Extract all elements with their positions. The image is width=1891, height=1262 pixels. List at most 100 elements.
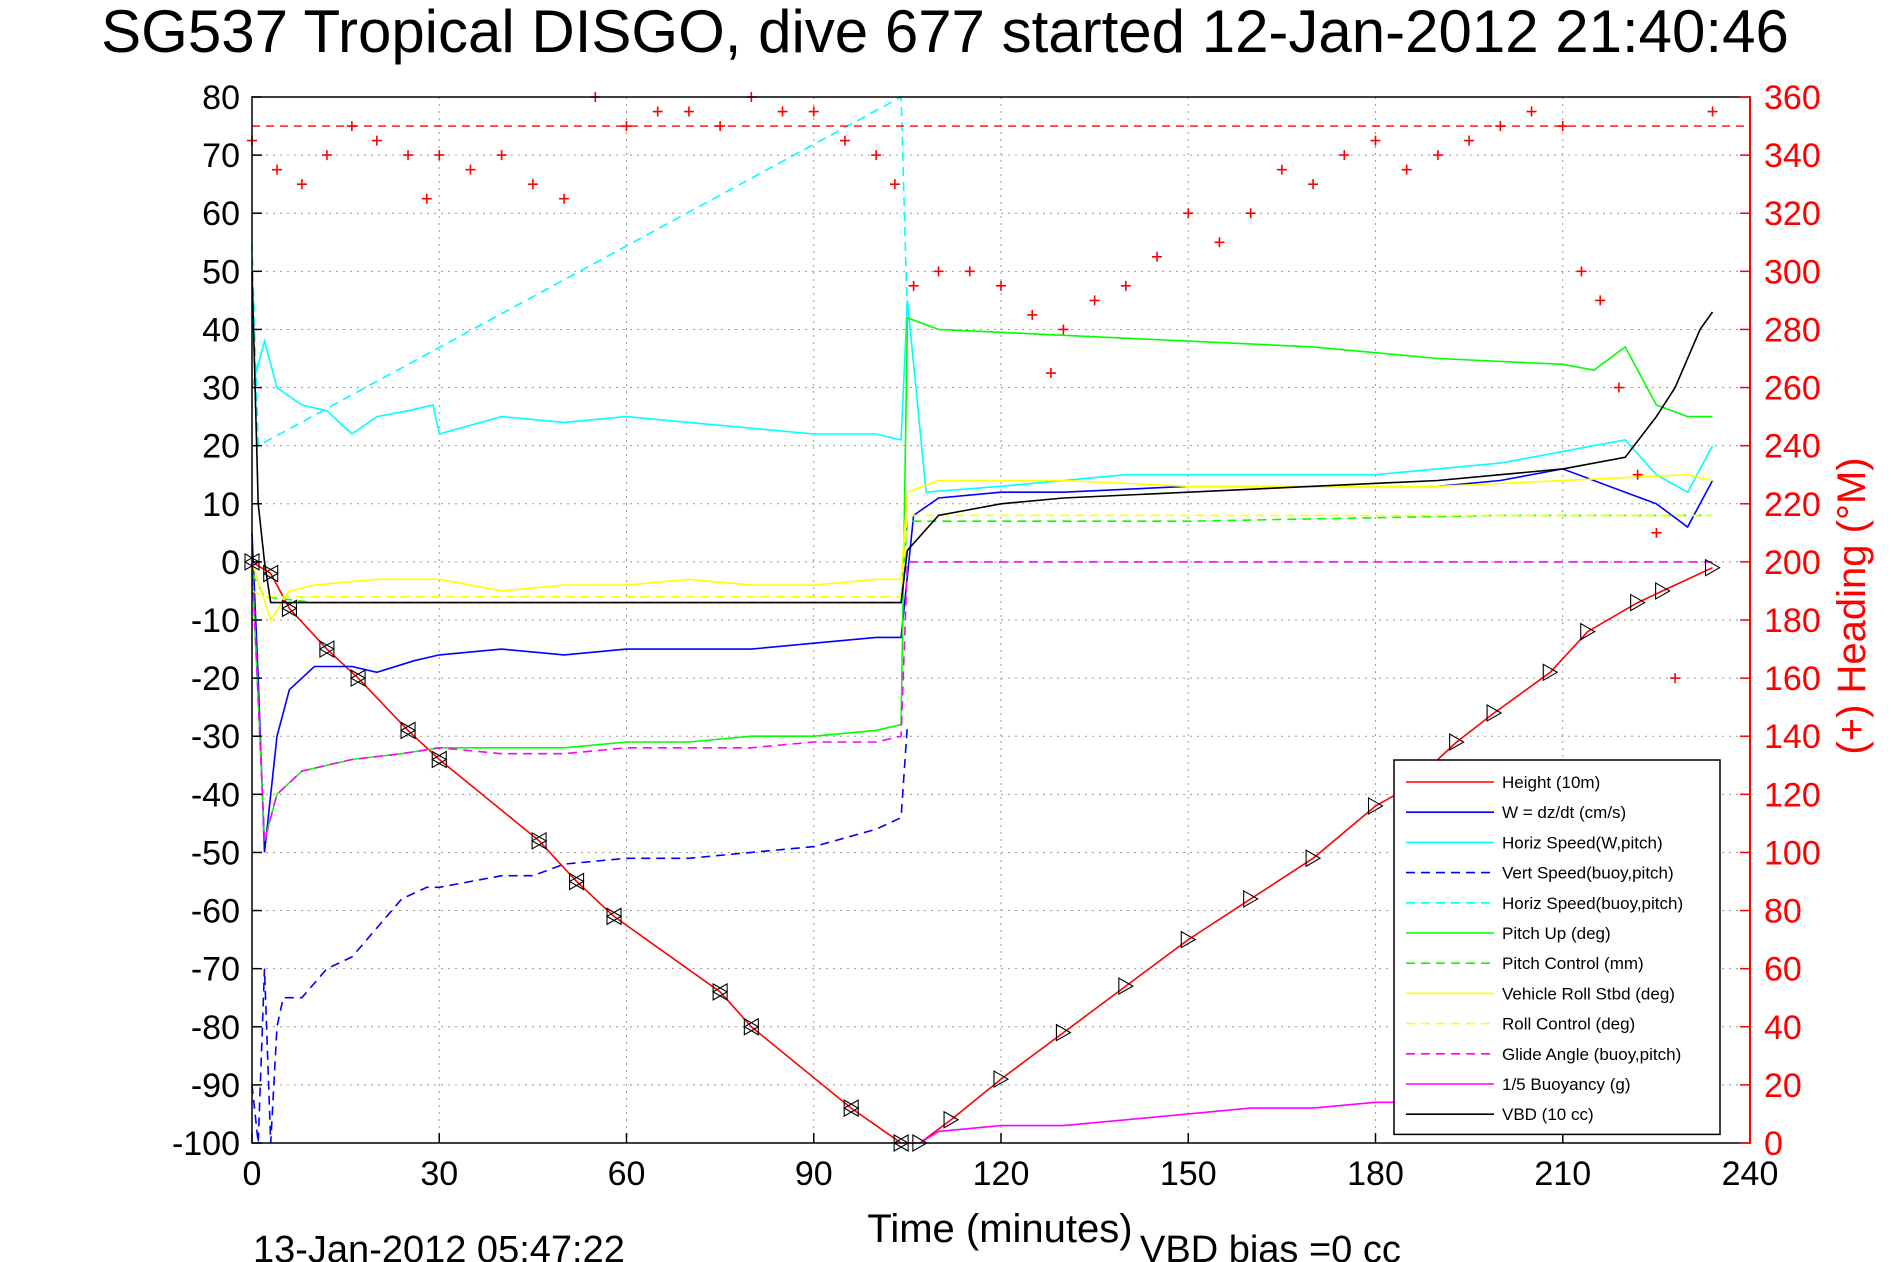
- series-line: [251, 561, 1713, 1144]
- y-tick-label: -40: [191, 776, 240, 814]
- heading-marker: [496, 150, 507, 161]
- y-tick-label: 80: [202, 79, 240, 117]
- heading-marker: [1276, 164, 1287, 175]
- x-tick-label: 150: [1160, 1155, 1217, 1193]
- chart-title: SG537 Tropical DISGO, dive 677 started 1…: [101, 0, 1789, 65]
- heading-marker: [421, 193, 432, 204]
- height-marker: [1580, 622, 1596, 641]
- heading-marker: [996, 280, 1006, 291]
- height-marker: [431, 750, 448, 769]
- heading-marker: [559, 193, 570, 204]
- y-tick-label: 50: [202, 253, 240, 291]
- right-tick-label: 180: [1764, 602, 1821, 640]
- right-tick-label: 40: [1764, 1009, 1802, 1047]
- height-marker: [1305, 849, 1322, 868]
- y-tick-label: 0: [221, 544, 240, 582]
- height-marker: [1180, 930, 1197, 949]
- x-tick-label: 60: [608, 1155, 646, 1193]
- x-axis-label: Time (minutes): [867, 1207, 1132, 1251]
- heading-marker: [1183, 208, 1194, 219]
- series-line: [251, 468, 1714, 853]
- y-tick-label: 30: [202, 370, 240, 408]
- heading-marker: [1557, 121, 1568, 132]
- series-line: [251, 514, 1713, 604]
- right-tick-label: 340: [1764, 137, 1821, 175]
- right-tick-label: 0: [1764, 1125, 1783, 1163]
- series-line: [251, 316, 1713, 842]
- x-tick-label: 240: [1722, 1155, 1779, 1193]
- heading-marker: [1045, 368, 1056, 379]
- height-marker: [1705, 558, 1721, 577]
- heading-marker: [933, 266, 944, 277]
- heading-marker: [964, 266, 975, 277]
- height-marker: [943, 1110, 960, 1129]
- heading-marker: [1595, 295, 1606, 306]
- x-tick-label: 210: [1534, 1155, 1591, 1193]
- heading-marker: [1152, 251, 1163, 262]
- height-marker: [1486, 704, 1503, 722]
- y-tick-label: -20: [191, 660, 240, 698]
- legend-entry-label: Roll Control (deg): [1502, 1015, 1635, 1034]
- height-marker: [349, 669, 367, 688]
- y-tick-label: -70: [191, 951, 240, 989]
- y-tick-label: 60: [202, 195, 240, 233]
- heading-marker: [839, 135, 850, 146]
- legend: Height (10m) W = dz/dt (cm/s) Horiz Speed(…: [1393, 759, 1721, 1136]
- heading-marker: [652, 106, 663, 117]
- height-marker: [743, 1017, 760, 1036]
- height-marker: [568, 872, 585, 891]
- height-marker: [1449, 733, 1465, 751]
- heading-marker: [1613, 382, 1624, 393]
- heading-marker: [1339, 150, 1350, 161]
- heading-marker: [1495, 121, 1506, 132]
- height-marker: [1542, 663, 1559, 682]
- heading-marker: [1308, 179, 1319, 190]
- height-marker: [843, 1099, 860, 1118]
- heading-marker: [1120, 280, 1131, 291]
- legend-entry-label: Pitch Up (deg): [1502, 924, 1611, 943]
- height-marker: [318, 640, 336, 659]
- y-tick-label: -30: [191, 718, 240, 756]
- legend-entry-label: VBD (10 cc): [1502, 1105, 1594, 1124]
- heading-marker: [1214, 237, 1225, 248]
- heading-marker: [321, 150, 332, 161]
- heading-marker: [1576, 266, 1587, 277]
- series-line: [251, 300, 1714, 494]
- x-tick-label: 30: [420, 1155, 458, 1193]
- legend-entry-label: Horiz Speed(buoy,pitch): [1502, 894, 1683, 913]
- height-marker: [1055, 1023, 1072, 1042]
- height-marker: [1655, 581, 1671, 600]
- height-marker: [1243, 889, 1259, 908]
- x-tick-label: 90: [795, 1155, 833, 1193]
- series-line: [251, 561, 1713, 842]
- heading-marker: [1632, 469, 1643, 480]
- y-tick-label: 40: [202, 311, 240, 349]
- height-marker: [1118, 977, 1134, 996]
- right-tick-label: 220: [1764, 486, 1821, 524]
- right-tick-label: 120: [1764, 776, 1821, 814]
- vbd-bias-label: VBD bias =0 cc: [1140, 1229, 1401, 1262]
- height-marker: [531, 831, 548, 850]
- heading-marker: [777, 106, 788, 117]
- heading-marker: [908, 280, 919, 291]
- timestamp-label: 13-Jan-2012 05:47:22: [253, 1229, 625, 1262]
- heading-marker: [1245, 208, 1256, 219]
- height-marker: [1630, 593, 1646, 612]
- right-tick-label: 320: [1764, 195, 1821, 233]
- height-marker: [712, 982, 729, 1001]
- right-tick-label: 240: [1764, 428, 1821, 466]
- y-tick-label: -90: [191, 1067, 240, 1105]
- x-tick-label: 180: [1347, 1155, 1404, 1193]
- legend-entry-label: Pitch Control (mm): [1502, 954, 1644, 973]
- y-tick-label: -100: [172, 1125, 240, 1163]
- axes: 0 30 60 90 120 150 180 210 24080706050403020100-…: [172, 79, 1821, 1193]
- x-tick-label: 120: [973, 1155, 1030, 1193]
- heading-marker: [808, 106, 819, 117]
- legend-entry-label: 1/5 Buoyancy (g): [1502, 1075, 1631, 1094]
- y-tick-label: 70: [202, 137, 240, 175]
- right-tick-label: 200: [1764, 544, 1821, 582]
- series-line: [251, 514, 1713, 598]
- series-line: [251, 473, 1713, 622]
- right-tick-label: 100: [1764, 834, 1821, 872]
